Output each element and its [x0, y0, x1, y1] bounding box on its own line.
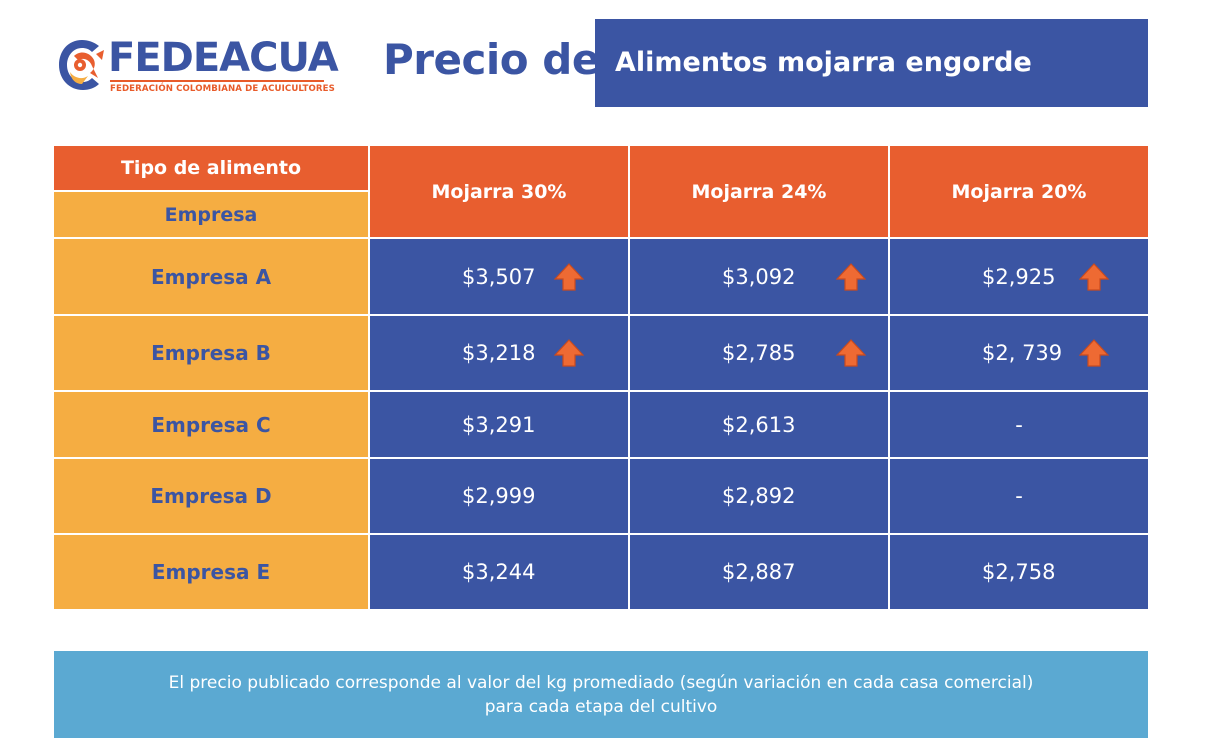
arrow-up-icon	[836, 339, 866, 367]
row-label-cell: Empresa A	[54, 239, 368, 314]
price-cell: $2, 739	[890, 316, 1148, 390]
header-empresa-label: Empresa	[164, 203, 258, 226]
price-cell: $3,244	[370, 535, 628, 609]
company-name: Empresa A	[150, 264, 272, 289]
price-value: -	[1015, 412, 1023, 437]
column-header-label: Mojarra 24%	[691, 180, 827, 203]
product-title: Alimentos mojarra engorde	[615, 47, 1032, 78]
row-label-cell: Empresa D	[54, 459, 368, 533]
column-header-label: Mojarra 30%	[431, 180, 567, 203]
price-value: $2,758	[982, 560, 1056, 584]
page-title-prefix: Precio de	[383, 35, 600, 84]
price-cell: $2,758	[890, 535, 1148, 609]
price-value: $2,892	[722, 484, 796, 508]
footnote-banner: El precio publicado corresponde al valor…	[54, 651, 1148, 738]
company-name: Empresa B	[151, 341, 271, 365]
price-cell: -	[890, 459, 1148, 533]
price-value: $2,887	[722, 560, 796, 584]
price-value: $2, 739	[982, 341, 1063, 365]
price-cell: $3,507	[370, 239, 628, 314]
price-cell: $2,887	[630, 535, 888, 609]
company-name: Empresa E	[151, 560, 271, 584]
price-value: $2,785	[722, 341, 796, 365]
price-value: $2,925	[982, 264, 1056, 289]
price-cell: $3,291	[370, 392, 628, 457]
arrow-up-icon	[836, 262, 866, 291]
footnote-line-1: El precio publicado corresponde al valor…	[168, 672, 1034, 693]
column-header: Mojarra 24%	[630, 146, 888, 237]
price-cell: $2,999	[370, 459, 628, 533]
price-cell: -	[890, 392, 1148, 457]
header-tipo-de-alimento: Tipo de alimento	[54, 146, 368, 190]
fedeacua-logo: FEDEACUA FEDERACIÓN COLOMBIANA DE ACUICU…	[56, 34, 339, 100]
arrow-up-icon	[554, 262, 584, 291]
price-value: $2,613	[722, 412, 796, 437]
company-name: Empresa D	[150, 484, 272, 508]
fish-emblem-icon	[59, 40, 104, 90]
row-label-cell: Empresa B	[54, 316, 368, 390]
footnote-line-2: para cada etapa del cultivo	[484, 696, 718, 717]
arrow-up-icon	[1079, 262, 1109, 291]
column-header-label: Mojarra 20%	[951, 180, 1087, 203]
row-label-cell: Empresa C	[54, 392, 368, 457]
company-name: Empresa C	[151, 412, 271, 437]
logo-subtitle: FEDERACIÓN COLOMBIANA DE ACUICULTORES	[110, 84, 335, 94]
header-empresa: Empresa	[54, 192, 368, 237]
price-cell: $3,092	[630, 239, 888, 314]
logo-underline	[110, 80, 324, 82]
price-value: $3,291	[462, 412, 536, 437]
arrow-up-icon	[1079, 339, 1109, 367]
price-value: $3,244	[462, 560, 536, 584]
product-title-box: Alimentos mojarra engorde	[595, 19, 1148, 107]
price-value: $3,507	[462, 264, 536, 289]
price-value: -	[1015, 484, 1023, 508]
price-value: $2,999	[462, 484, 536, 508]
row-label-cell: Empresa E	[54, 535, 368, 609]
logo-wordmark: FEDEACUA	[108, 35, 339, 81]
arrow-up-icon	[554, 339, 584, 367]
price-cell: $2,613	[630, 392, 888, 457]
column-header: Mojarra 20%	[890, 146, 1148, 237]
price-cell: $2,785	[630, 316, 888, 390]
price-value: $3,218	[462, 341, 536, 365]
header-tipo-de-alimento-label: Tipo de alimento	[120, 157, 302, 179]
column-header: Mojarra 30%	[370, 146, 628, 237]
price-cell: $2,892	[630, 459, 888, 533]
price-table: Tipo de alimento Empresa Mojarra 30% Mojarr…	[54, 146, 1148, 609]
price-cell: $2,925	[890, 239, 1148, 314]
price-cell: $3,218	[370, 316, 628, 390]
price-value: $3,092	[722, 264, 796, 289]
